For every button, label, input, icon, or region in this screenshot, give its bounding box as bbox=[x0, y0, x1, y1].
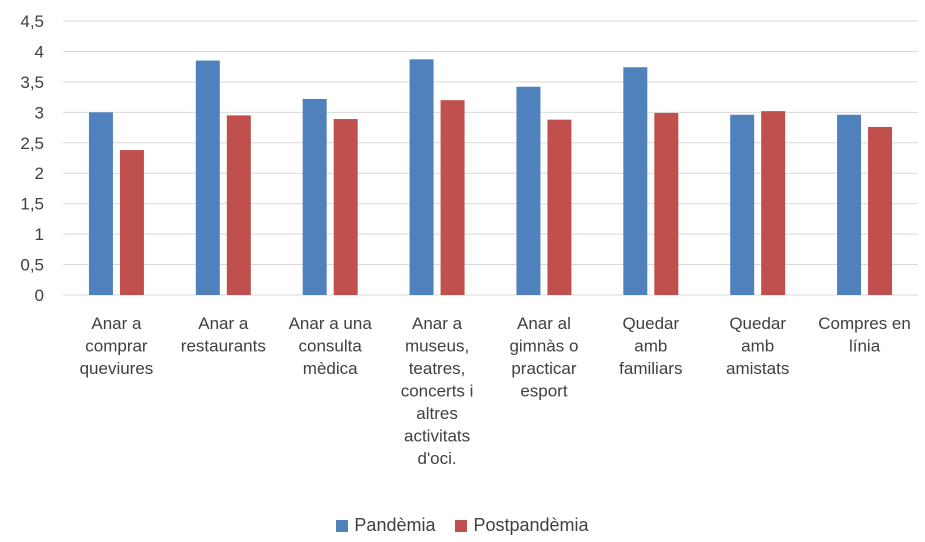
bar-postpandemia bbox=[868, 127, 892, 295]
x-tick-label-line: amb bbox=[741, 337, 774, 356]
x-tick-label-line: esport bbox=[520, 382, 568, 401]
x-tick-label-line: Quedar bbox=[622, 314, 679, 333]
legend-label-postpandemia: Postpandèmia bbox=[473, 515, 588, 536]
x-tick-label-line: comprar bbox=[85, 337, 148, 356]
x-tick-label-line: practicar bbox=[511, 359, 577, 378]
legend-swatch-postpandemia bbox=[455, 520, 467, 532]
x-tick-label-line: d'oci. bbox=[417, 449, 456, 468]
y-tick-label: 3,5 bbox=[20, 73, 44, 92]
x-tick-label-line: mèdica bbox=[303, 359, 358, 378]
legend-label-pandemia: Pandèmia bbox=[354, 515, 435, 536]
x-tick-label-line: amb bbox=[634, 337, 667, 356]
x-tick-label-line: Anar a bbox=[198, 314, 249, 333]
x-tick-label-line: familiars bbox=[619, 359, 682, 378]
gridlines bbox=[63, 21, 918, 295]
x-tick-label-line: línia bbox=[849, 337, 881, 356]
bar-postpandemia bbox=[441, 100, 465, 295]
x-tick-label-line: queviures bbox=[80, 359, 154, 378]
bar-chart: 0 0,5 1 1,5 2 2,5 3 3,5 4 4,5 Anar a comprar queviu… bbox=[0, 0, 925, 505]
x-tick-label-line: Anar a bbox=[91, 314, 142, 333]
x-tick-label-line: activitats bbox=[404, 427, 470, 446]
bar-pandemia bbox=[837, 115, 861, 295]
y-tick-label: 1,5 bbox=[20, 195, 44, 214]
x-tick-label: Quedar amb amistats bbox=[726, 314, 789, 378]
x-tick-label: Anar a una consulta mèdica bbox=[289, 314, 373, 378]
x-tick-label-line: amistats bbox=[726, 359, 789, 378]
legend-item-pandemia: Pandèmia bbox=[336, 515, 435, 536]
bar-postpandemia bbox=[547, 120, 571, 295]
bar-postpandemia bbox=[120, 150, 144, 295]
y-tick-label: 4,5 bbox=[20, 12, 44, 31]
x-tick-label-line: museus, bbox=[405, 337, 469, 356]
y-tick-label: 1 bbox=[35, 225, 44, 244]
x-tick-label: Anar a restaurants bbox=[181, 314, 266, 356]
bar-postpandemia bbox=[334, 119, 358, 295]
legend: Pandèmia Postpandèmia bbox=[0, 515, 925, 536]
x-tick-label-line: gimnàs o bbox=[509, 337, 578, 356]
bar-pandemia bbox=[730, 115, 754, 295]
x-tick-label-line: restaurants bbox=[181, 337, 266, 356]
y-tick-label: 4 bbox=[35, 42, 44, 61]
x-tick-label-line: Anar a una bbox=[289, 314, 373, 333]
bars bbox=[89, 59, 892, 295]
x-tick-label-line: concerts i bbox=[401, 382, 474, 401]
bar-postpandemia bbox=[227, 115, 251, 295]
x-tick-label: Quedar amb familiars bbox=[619, 314, 682, 378]
y-tick-label: 2 bbox=[35, 164, 44, 183]
bar-pandemia bbox=[89, 112, 113, 295]
x-tick-label-line: consulta bbox=[299, 337, 363, 356]
bar-postpandemia bbox=[761, 111, 785, 295]
bar-pandemia bbox=[516, 87, 540, 295]
x-tick-label-line: Anar a bbox=[412, 314, 463, 333]
legend-item-postpandemia: Postpandèmia bbox=[455, 515, 588, 536]
x-tick-label: Anar a museus, teatres, concerts i altres act… bbox=[401, 314, 474, 468]
bar-pandemia bbox=[196, 61, 220, 295]
y-tick-label: 3 bbox=[35, 103, 44, 122]
bar-pandemia bbox=[303, 99, 327, 295]
legend-swatch-pandemia bbox=[336, 520, 348, 532]
x-tick-label: Compres en línia bbox=[818, 314, 911, 356]
bar-pandemia bbox=[623, 67, 647, 295]
bar-postpandemia bbox=[654, 113, 678, 295]
x-tick-label-line: teatres, bbox=[409, 359, 466, 378]
x-tick-label-line: Quedar bbox=[729, 314, 786, 333]
y-axis: 0 0,5 1 1,5 2 2,5 3 3,5 4 4,5 bbox=[20, 12, 44, 305]
x-tick-label: Anar a comprar queviures bbox=[80, 314, 154, 378]
y-tick-label: 0 bbox=[35, 286, 44, 305]
x-tick-label-line: Compres en bbox=[818, 314, 911, 333]
x-tick-label-line: Anar al bbox=[517, 314, 571, 333]
x-tick-label-line: altres bbox=[416, 404, 458, 423]
bar-pandemia bbox=[410, 59, 434, 295]
x-tick-label: Anar al gimnàs o practicar esport bbox=[509, 314, 578, 401]
y-tick-label: 0,5 bbox=[20, 256, 44, 275]
y-tick-label: 2,5 bbox=[20, 134, 44, 153]
